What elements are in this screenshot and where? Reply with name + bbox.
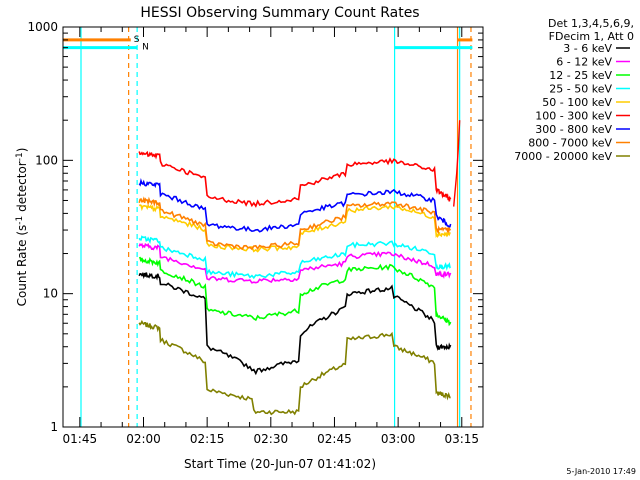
footer-date: 5-Jan-2010 17:49: [566, 467, 636, 476]
series-line: [138, 319, 451, 416]
y-label-part-3: ): [15, 148, 29, 153]
y-axis: 1 10 100 1000: [27, 20, 483, 434]
legend-entry-label: 3 - 6 keV: [563, 42, 612, 55]
y-label-part-1: Count Rate (s: [15, 225, 29, 307]
y-label-sup-2: -1: [15, 152, 25, 161]
legend-entry-label: 7000 - 20000 keV: [514, 150, 612, 163]
legend-entry-label: 800 - 7000 keV: [528, 137, 612, 150]
plot-area: SN: [62, 26, 484, 428]
x-tick-label: 02:30: [254, 432, 289, 446]
series-line: [138, 235, 452, 280]
y-label-part-2: detector: [15, 161, 29, 216]
legend-entry-label: 12 - 25 keV: [549, 69, 612, 82]
legend-entry-label: 50 - 100 keV: [542, 96, 612, 109]
flare-spike: [453, 120, 461, 207]
legend-header-line-1: Det 1,3,4,5,6,9,: [548, 17, 634, 30]
x-tick-label: 03:00: [381, 432, 416, 446]
x-axis: 01:45 02:00 02:15 02:30 02:45 03:00 03:15: [63, 27, 484, 446]
legend-header-line-2: FDecim 1, Att 0: [549, 30, 634, 43]
legend-entry-label: 25 - 50 keV: [549, 83, 612, 96]
y-tick-label: 1: [50, 420, 58, 434]
state-flags: SN: [63, 35, 473, 53]
x-tick-label: 02:15: [190, 432, 225, 446]
x-tick-label: 02:00: [126, 432, 161, 446]
x-tick-label: 02:45: [317, 432, 352, 446]
y-tick-label: 10: [43, 287, 58, 301]
x-axis-label: Start Time (20-Jun-07 01:41:02): [184, 457, 376, 471]
series-lines: [138, 120, 461, 416]
flag-label: S: [134, 35, 140, 45]
y-label-sup-1: -1: [15, 216, 25, 225]
x-tick-label: 03:15: [444, 432, 479, 446]
series-line: [138, 178, 452, 233]
legend-entry-label: 6 - 12 keV: [556, 56, 612, 69]
legend-entry-label: 300 - 800 keV: [535, 123, 612, 136]
legend-entry-label: 100 - 300 keV: [535, 110, 612, 123]
series-line: [139, 256, 452, 327]
x-tick-label: 01:45: [63, 432, 98, 446]
plot-frame: [62, 26, 484, 428]
series-line: [138, 242, 452, 284]
y-axis-label: Count Rate (s-1 detector-1): [15, 148, 29, 307]
y-tick-label: 1000: [27, 20, 58, 34]
flag-label: N: [142, 43, 149, 53]
series-line: [138, 196, 452, 251]
series-line: [138, 271, 452, 376]
marker-lines: [80, 27, 472, 427]
y-tick-label: 100: [35, 153, 58, 167]
chart-title: HESSI Observing Summary Count Rates: [140, 5, 419, 21]
legend: Det 1,3,4,5,6,9, FDecim 1, Att 0 3 - 6 k…: [514, 17, 634, 163]
series-line: [138, 150, 452, 208]
